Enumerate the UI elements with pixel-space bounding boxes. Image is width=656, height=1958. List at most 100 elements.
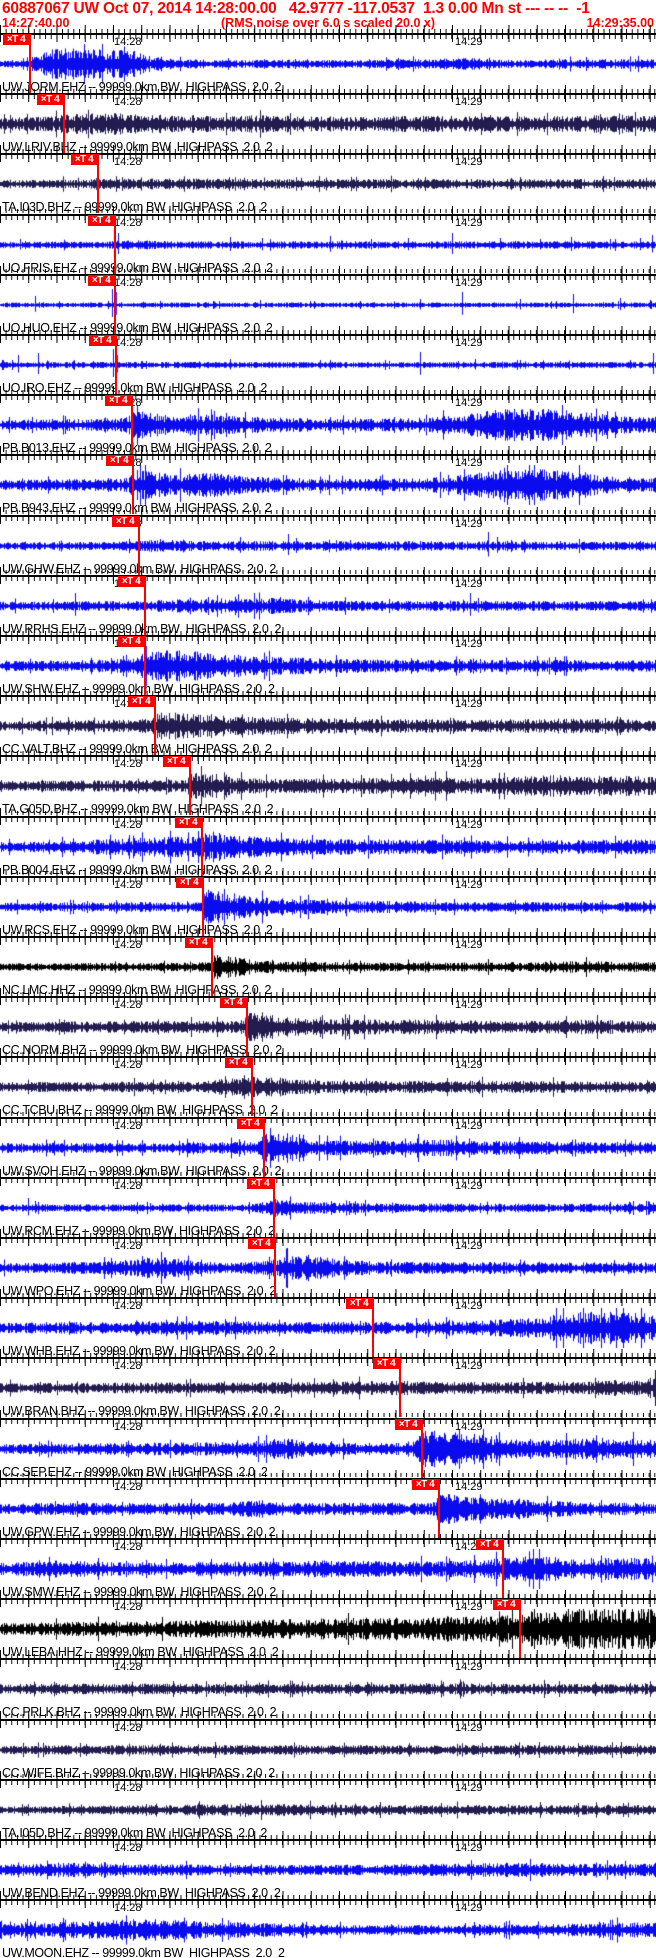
ruler-ticks-up bbox=[0, 326, 656, 334]
trace-row: 14:28 14:29 CC.NORM.BHZ -- 99999.0km BW HI… bbox=[0, 988, 656, 1057]
station-label: NC.LMC.HHZ -- 99999.0km BW HIGHPASS 2.0 … bbox=[2, 983, 272, 997]
ruler-ticks-down bbox=[0, 637, 656, 644]
pick-flag[interactable]: ×T 4 bbox=[88, 274, 114, 286]
station-label: UW.LEBA.HHZ -- 99999.0km BW HIGHPASS 2.0… bbox=[2, 1645, 279, 1660]
waveform-canvas[interactable] bbox=[0, 1849, 656, 1891]
ruler-ticks-up bbox=[0, 446, 656, 455]
ruler-ticks-down bbox=[0, 275, 656, 283]
time-ruler bbox=[0, 1056, 656, 1059]
waveform-canvas[interactable] bbox=[0, 404, 656, 447]
waveform-canvas[interactable] bbox=[0, 645, 656, 687]
trace-row: 14:28 14:29 UW.BEND.EHZ -- 99999.0km BW HI… bbox=[0, 1831, 656, 1900]
waveform-canvas[interactable] bbox=[0, 765, 656, 808]
time-ruler bbox=[0, 1417, 656, 1420]
ruler-ticks-down bbox=[0, 396, 656, 404]
pick-line bbox=[421, 1418, 423, 1478]
waveform-canvas[interactable] bbox=[0, 584, 656, 627]
waveform-canvas[interactable] bbox=[0, 1126, 656, 1169]
waveform-canvas[interactable] bbox=[0, 43, 656, 85]
waveform-canvas[interactable] bbox=[0, 223, 656, 266]
waveform-canvas[interactable] bbox=[0, 524, 656, 567]
pick-flag[interactable]: ×T 4 bbox=[112, 515, 138, 527]
time-ruler bbox=[0, 1899, 656, 1902]
time-ruler bbox=[0, 574, 656, 577]
pick-flag[interactable]: ×T 4 bbox=[176, 876, 202, 888]
ruler-ticks-up bbox=[0, 1770, 656, 1779]
pick-flag[interactable]: ×T 4 bbox=[106, 455, 132, 467]
ruler-ticks-down bbox=[0, 1479, 656, 1487]
pick-flag[interactable]: ×T 4 bbox=[395, 1418, 421, 1430]
ruler-ticks-up bbox=[0, 1289, 656, 1298]
time-ruler bbox=[0, 213, 656, 216]
time-ruler bbox=[0, 1237, 656, 1239]
ruler-ticks-up bbox=[0, 1891, 656, 1900]
pick-flag[interactable]: ×T 4 bbox=[248, 1238, 274, 1249]
waveform-canvas[interactable] bbox=[0, 464, 656, 507]
waveform-canvas[interactable] bbox=[0, 1367, 656, 1410]
pick-line bbox=[29, 34, 31, 93]
pick-flag[interactable]: ×T 4 bbox=[105, 395, 131, 407]
pick-flag[interactable]: ×T 4 bbox=[412, 1478, 438, 1490]
waveform-canvas[interactable] bbox=[0, 885, 656, 928]
waveform-canvas[interactable] bbox=[0, 1427, 656, 1470]
waveform-canvas[interactable] bbox=[0, 1307, 656, 1350]
ruler-ticks-up bbox=[0, 145, 656, 154]
pick-line bbox=[201, 816, 203, 876]
waveform-canvas[interactable] bbox=[0, 1909, 656, 1952]
waveform-canvas[interactable] bbox=[0, 1487, 656, 1530]
station-label: UW.SMW.EHZ -- 99999.0km BW HIGHPASS 2.0 … bbox=[2, 1585, 276, 1599]
minute-label: 14:28 bbox=[114, 1661, 142, 1674]
pick-flag[interactable]: ×T 4 bbox=[128, 696, 154, 708]
station-label: UW.SVOH.EHZ -- 99999.0km BW HIGHPASS 2.0… bbox=[2, 1163, 282, 1178]
waveform-canvas[interactable] bbox=[0, 1006, 656, 1049]
waveform-canvas[interactable] bbox=[0, 344, 656, 386]
pick-flag[interactable]: ×T 4 bbox=[89, 335, 115, 346]
waveform-canvas[interactable] bbox=[0, 1548, 656, 1590]
pick-flag[interactable]: ×T 4 bbox=[118, 575, 144, 587]
pick-flag[interactable]: ×T 4 bbox=[220, 997, 246, 1009]
pick-flag[interactable]: ×T 4 bbox=[118, 636, 144, 647]
time-ruler bbox=[0, 1839, 656, 1841]
pick-flag[interactable]: ×T 4 bbox=[185, 937, 211, 948]
waveform-canvas[interactable] bbox=[0, 1247, 656, 1289]
pick-flag[interactable]: ×T 4 bbox=[225, 1057, 251, 1069]
waveform-canvas[interactable] bbox=[0, 1788, 656, 1831]
ruler-ticks-down bbox=[0, 1901, 656, 1909]
pick-flag[interactable]: ×T 4 bbox=[3, 34, 29, 45]
minute-label: 14:29 bbox=[455, 276, 483, 289]
pick-flag[interactable]: ×T 4 bbox=[373, 1358, 399, 1370]
waveform-canvas[interactable] bbox=[0, 283, 656, 326]
pick-flag[interactable]: ×T 4 bbox=[88, 214, 114, 226]
pick-line bbox=[114, 214, 116, 274]
station-label: CC.PRLK.BHZ -- 99999.0km BW HIGHPASS 2.0… bbox=[2, 1705, 277, 1720]
pick-flag[interactable]: ×T 4 bbox=[163, 756, 189, 768]
waveform-canvas[interactable] bbox=[0, 825, 656, 868]
pick-flag[interactable]: ×T 4 bbox=[476, 1539, 502, 1550]
waveform-canvas[interactable] bbox=[0, 1186, 656, 1229]
waveform-canvas[interactable] bbox=[0, 705, 656, 748]
waveform-canvas[interactable] bbox=[0, 946, 656, 988]
station-label: CC.VALT.BHZ -- 99999.0km BW HIGHPASS 2.0… bbox=[2, 742, 272, 757]
minute-label: 14:28 bbox=[114, 999, 142, 1012]
pick-flag[interactable]: ×T 4 bbox=[346, 1298, 372, 1310]
pick-flag[interactable]: ×T 4 bbox=[71, 154, 97, 166]
waveform-canvas[interactable] bbox=[0, 1728, 656, 1771]
waveform-canvas[interactable] bbox=[0, 1066, 656, 1109]
waveform-canvas[interactable] bbox=[0, 163, 656, 206]
trace-row: 14:28 14:29 PB.B004.EHZ -- 99999.0km BW HI… bbox=[0, 807, 656, 877]
pick-flag[interactable]: ×T 4 bbox=[237, 1117, 263, 1129]
trace-row: 14:28 14:29 UW.GPW.EHZ -- 99999.0km BW HIG… bbox=[0, 1469, 656, 1539]
pick-flag[interactable]: ×T 4 bbox=[247, 1177, 273, 1189]
waveform-canvas[interactable] bbox=[0, 103, 656, 146]
pick-flag[interactable]: ×T 4 bbox=[175, 816, 201, 828]
pick-line bbox=[189, 756, 191, 816]
ruler-ticks-up bbox=[0, 807, 656, 816]
waveform-canvas[interactable] bbox=[0, 1608, 656, 1651]
pick-flag[interactable]: ×T 4 bbox=[493, 1599, 519, 1611]
pick-flag[interactable]: ×T 4 bbox=[37, 94, 63, 106]
trace-row: 14:28 14:29 CC.WIFE.BHZ -- 99999.0km BW HI… bbox=[0, 1710, 656, 1780]
waveform-canvas[interactable] bbox=[0, 1668, 656, 1711]
